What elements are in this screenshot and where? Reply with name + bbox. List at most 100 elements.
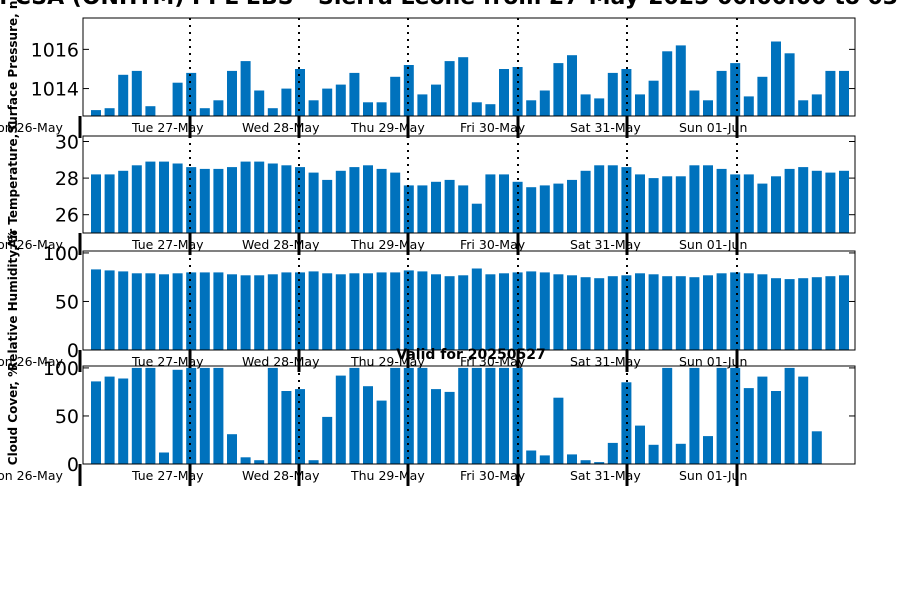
panel3-bar xyxy=(607,276,618,350)
panel2-bar xyxy=(784,168,795,233)
panel1-bar xyxy=(471,102,482,116)
panel1-bar xyxy=(403,65,414,116)
panel3-bar xyxy=(662,276,673,350)
panel3-bar xyxy=(213,272,224,350)
panel2-bar xyxy=(145,161,156,233)
panel1-bar xyxy=(703,100,713,116)
panel1-bar xyxy=(757,76,768,116)
panel2-bar xyxy=(567,179,577,233)
panel2-bar xyxy=(254,161,265,233)
panel3-bar xyxy=(363,273,373,350)
panel3-bar xyxy=(512,272,523,350)
panel1-bar xyxy=(675,45,686,116)
panel1-bar xyxy=(390,76,401,116)
panel4-bar xyxy=(131,367,142,464)
panel1-bar xyxy=(458,57,469,116)
panel3-bar xyxy=(145,273,156,350)
panel4-bar xyxy=(675,443,686,464)
panel2-bar xyxy=(227,167,237,233)
panel3-bar xyxy=(403,270,414,350)
panel1-bar xyxy=(363,102,373,116)
panel1-bar xyxy=(716,70,727,116)
panel4-day-label: Thu 29-May xyxy=(350,468,425,483)
panel1-bar xyxy=(444,61,455,116)
panel2-bar xyxy=(91,174,101,233)
panel3-bar xyxy=(757,274,768,350)
panel4-day-label: Tue 27-May xyxy=(131,468,204,483)
panel1-day-label: on 26-May xyxy=(0,120,63,135)
panel4-bar xyxy=(240,457,251,464)
panel1-bar xyxy=(254,90,265,116)
panel1-bar xyxy=(825,70,836,116)
panel4-day-label: Fri 30-May xyxy=(460,468,526,483)
panel3-bar xyxy=(485,274,496,350)
panel1-bar xyxy=(839,70,849,116)
panel3-bar xyxy=(431,274,441,350)
panel4-bar xyxy=(159,452,169,464)
panel2-bar xyxy=(159,161,169,233)
panel3-day-label: Tue 27-May xyxy=(131,354,204,369)
panel3-bar xyxy=(539,272,550,350)
panel1-bar xyxy=(118,74,129,116)
panel2-bar xyxy=(662,176,673,233)
panel4-axes-box xyxy=(82,365,856,465)
panel1-bar xyxy=(730,63,741,116)
panel3-ytick-label: 100 xyxy=(43,243,79,265)
panel4-bar xyxy=(118,378,129,464)
panel3-bar xyxy=(322,273,333,350)
panel1-bar xyxy=(240,61,251,116)
panel4-bar xyxy=(730,367,741,464)
panel4-bar xyxy=(444,391,455,464)
panel4-bar xyxy=(771,391,781,464)
panel2-bar xyxy=(553,183,564,233)
panel2-bar xyxy=(131,165,142,233)
panel1-bar xyxy=(689,90,700,116)
panel2-bar xyxy=(267,163,278,233)
panel2-bar xyxy=(689,165,700,233)
panel2-bar xyxy=(499,174,509,233)
panel4-bar xyxy=(594,462,605,464)
panel4-ytick-label: 50 xyxy=(55,406,79,428)
panel3-bar xyxy=(798,278,809,350)
panel4-day-label: on 26-May xyxy=(0,468,63,483)
panel2-bar xyxy=(648,178,659,233)
panel1-day-label: Sat 31-May xyxy=(570,120,641,135)
panel1-bar xyxy=(213,100,224,116)
panel3-bar xyxy=(825,276,836,350)
panel1-bar xyxy=(281,88,292,116)
panel4-bar xyxy=(607,442,618,464)
panel4-bar xyxy=(417,367,428,464)
panel3-day-label: Fri 30-May xyxy=(460,354,526,369)
panel1-bar xyxy=(131,70,142,116)
panel2-day-label: Tue 27-May xyxy=(131,237,204,252)
panel3-bar xyxy=(186,272,197,350)
panel2-day-label: Sun 01-Jun xyxy=(679,237,747,252)
panel1-bar xyxy=(580,94,591,116)
panel3-bar xyxy=(839,275,849,350)
panel2-bar xyxy=(539,185,550,233)
panel1-bar xyxy=(322,88,333,116)
panel2-bar xyxy=(743,174,754,233)
panel1-bar xyxy=(743,96,754,116)
panel3-day-label: Wed 28-May xyxy=(242,354,320,369)
panel2-bar xyxy=(308,172,319,233)
panel2-bar xyxy=(471,203,482,233)
panel4-bar xyxy=(199,367,210,464)
panel1-bar xyxy=(553,63,564,116)
panel1-bar xyxy=(104,108,115,116)
panel1-bar xyxy=(811,94,822,116)
panel3-axes-box xyxy=(82,250,856,351)
panel1-bar xyxy=(199,108,210,116)
panel4-bar xyxy=(689,367,700,464)
panel1-axes-box xyxy=(82,17,856,117)
panel4-bar xyxy=(716,367,727,464)
panel4-bar xyxy=(254,460,265,464)
panel2-bar xyxy=(172,163,183,233)
chart-title: el CSA (ONHTM) PPL EBS - Sierra Leone fr… xyxy=(0,0,900,10)
panel1-day-label: Fri 30-May xyxy=(460,120,526,135)
panel2-bar xyxy=(594,165,605,233)
panel4-bar xyxy=(567,454,577,464)
panel2-bar xyxy=(417,185,428,233)
panel4-bar xyxy=(91,381,101,464)
